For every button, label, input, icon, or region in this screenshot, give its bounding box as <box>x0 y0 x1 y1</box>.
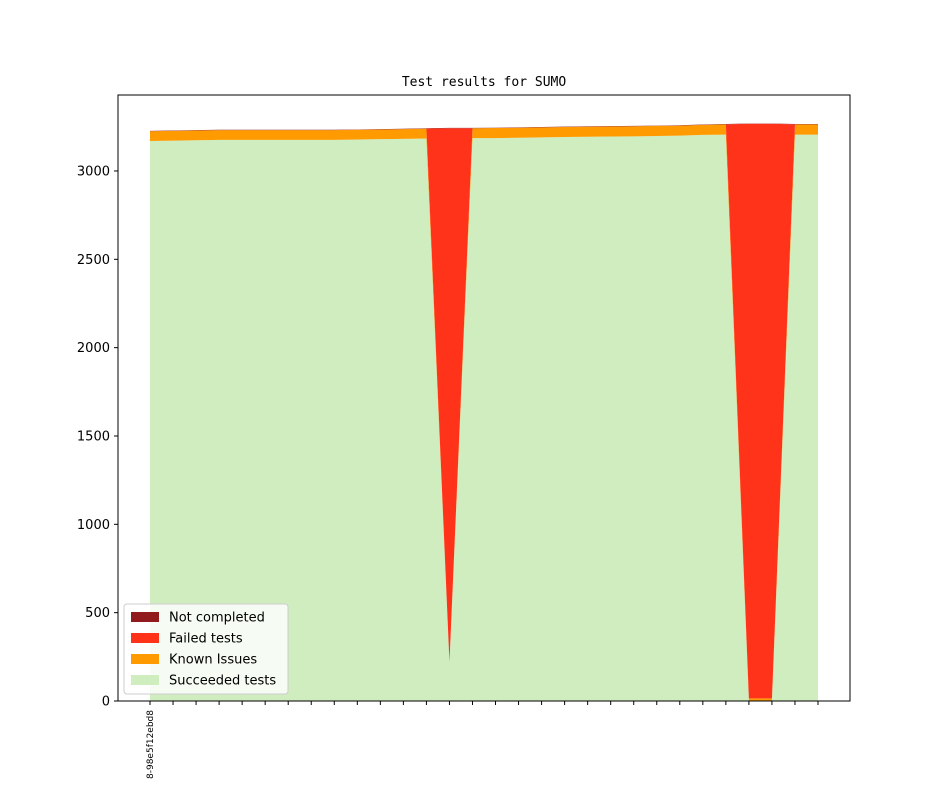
legend-label: Not completed <box>169 611 265 626</box>
y-tick-label: 2000 <box>77 341 110 356</box>
y-tick-label: 1000 <box>77 518 110 533</box>
y-tick-label: 3000 <box>77 164 110 179</box>
legend-label: Known Issues <box>169 653 257 668</box>
x-tick-label: 8-98e5f12ebd8 <box>146 710 156 779</box>
plot-area <box>150 123 818 701</box>
y-tick-label: 2500 <box>77 253 110 268</box>
y-tick-label: 0 <box>102 695 110 710</box>
legend-swatch <box>131 633 159 643</box>
area-series-succeeded-tests <box>150 134 818 701</box>
x-axis: 8-98e5f12ebd8 <box>146 701 819 779</box>
y-tick-label: 500 <box>85 606 110 621</box>
axes-frame <box>117 94 851 702</box>
y-axis: 0 500 1000 1500 2000 2500 3000 <box>77 164 118 710</box>
legend: Not completed Failed tests Known Issues Suc… <box>123 603 289 695</box>
legend-label: Failed tests <box>169 632 243 647</box>
y-tick-label: 1500 <box>77 429 110 444</box>
legend-swatch <box>131 612 159 622</box>
legend-box <box>123 603 289 695</box>
chart-title: Test results for SUMO <box>402 75 567 90</box>
legend-swatch <box>131 654 159 664</box>
area-series-failed-tests <box>150 123 818 699</box>
legend-label: Succeeded tests <box>169 674 276 689</box>
legend-swatch <box>131 675 159 685</box>
